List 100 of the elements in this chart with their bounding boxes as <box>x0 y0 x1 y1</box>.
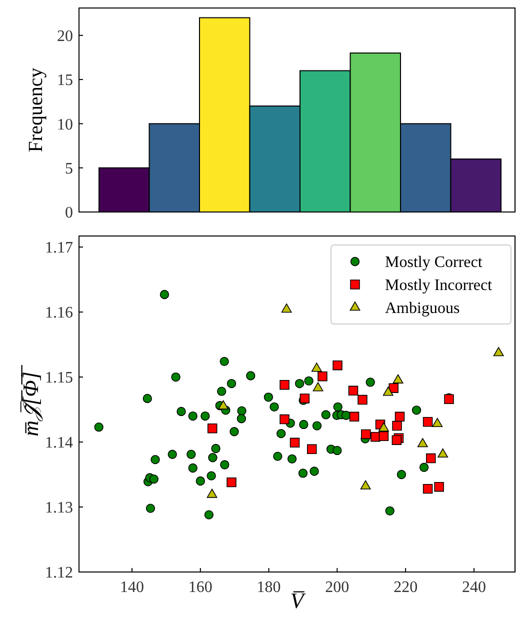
point <box>220 356 229 366</box>
point <box>493 347 504 356</box>
point <box>142 394 152 404</box>
x-tick-label: 140 <box>120 579 144 596</box>
point <box>196 476 205 486</box>
point <box>217 386 226 396</box>
point <box>417 438 428 448</box>
point <box>432 418 443 427</box>
point <box>160 290 170 300</box>
point <box>422 417 433 427</box>
point <box>358 394 368 405</box>
x-axis-title: V̅ <box>290 588 306 613</box>
point <box>318 372 328 382</box>
point <box>378 431 389 442</box>
point <box>146 504 156 513</box>
y-tick-label: 0 <box>65 204 73 222</box>
y-tick-label: 5 <box>65 160 73 178</box>
point <box>333 402 342 412</box>
point <box>341 410 351 420</box>
point <box>188 411 198 421</box>
point <box>310 466 319 476</box>
point <box>294 378 304 388</box>
y-tick-label: 10 <box>57 116 73 134</box>
y-tick-label: 1.15 <box>45 370 73 387</box>
point <box>332 360 342 370</box>
point <box>394 412 405 422</box>
point <box>361 429 371 440</box>
point <box>207 424 218 434</box>
point <box>206 488 218 498</box>
legend-label: Mostly Incorrect <box>385 277 493 294</box>
point <box>230 427 239 436</box>
x-tick-label: 200 <box>325 579 350 596</box>
point <box>419 462 429 472</box>
point <box>218 400 229 410</box>
point <box>311 362 322 372</box>
y-tick-label: 1.17 <box>45 240 73 257</box>
y-tick-label: 20 <box>57 28 73 45</box>
y-tick-label: 1.12 <box>45 564 73 582</box>
point <box>304 376 314 386</box>
point <box>332 446 342 456</box>
point <box>388 383 398 393</box>
point <box>237 406 246 416</box>
point <box>276 428 286 438</box>
point <box>273 452 282 461</box>
point <box>246 371 256 380</box>
point <box>280 414 290 424</box>
y-tick-label: 1.13 <box>45 500 73 517</box>
x-tick-label: 160 <box>188 579 212 596</box>
point <box>150 454 160 464</box>
point <box>396 470 406 480</box>
point <box>298 468 308 478</box>
x-tick-label: 180 <box>256 579 281 596</box>
point <box>264 392 274 402</box>
y-tick-label: 15 <box>57 72 73 90</box>
point <box>312 421 322 430</box>
x-tick-label: 240 <box>462 579 486 596</box>
point <box>200 411 210 421</box>
point <box>412 406 422 415</box>
point <box>281 303 292 313</box>
point <box>94 422 104 432</box>
point <box>360 480 371 490</box>
point <box>438 448 448 458</box>
point <box>299 420 308 430</box>
point <box>270 402 279 412</box>
point <box>171 372 180 382</box>
point <box>422 484 433 494</box>
point <box>287 454 297 464</box>
point <box>382 386 394 396</box>
point <box>434 482 444 492</box>
point <box>312 382 324 392</box>
point <box>378 422 389 432</box>
point <box>290 438 300 448</box>
point <box>176 406 186 416</box>
y-tick-label: 1.16 <box>45 304 73 322</box>
point <box>149 474 158 484</box>
point <box>348 386 358 396</box>
point <box>280 380 290 390</box>
point <box>392 374 404 384</box>
point <box>366 378 375 387</box>
point <box>226 378 236 388</box>
point <box>426 453 436 464</box>
point <box>321 410 330 420</box>
point <box>349 412 360 422</box>
y-axis-title: Frequency <box>25 68 47 152</box>
point <box>188 463 198 473</box>
point <box>208 453 218 462</box>
point <box>211 444 220 454</box>
y-axis-title: m̅𝒥̃̅[̅Φ̅]̅ <box>18 364 43 436</box>
point <box>385 506 394 516</box>
point <box>168 450 177 459</box>
legend-label: Ambiguous <box>385 300 460 318</box>
legend-label: Mostly Correct <box>385 254 483 272</box>
point <box>392 420 402 431</box>
point <box>206 471 216 480</box>
point <box>220 460 230 470</box>
point <box>236 414 246 424</box>
y-tick-label: 1.14 <box>45 434 73 452</box>
x-tick-label: 220 <box>394 579 418 596</box>
point <box>226 477 236 488</box>
point <box>204 510 214 520</box>
